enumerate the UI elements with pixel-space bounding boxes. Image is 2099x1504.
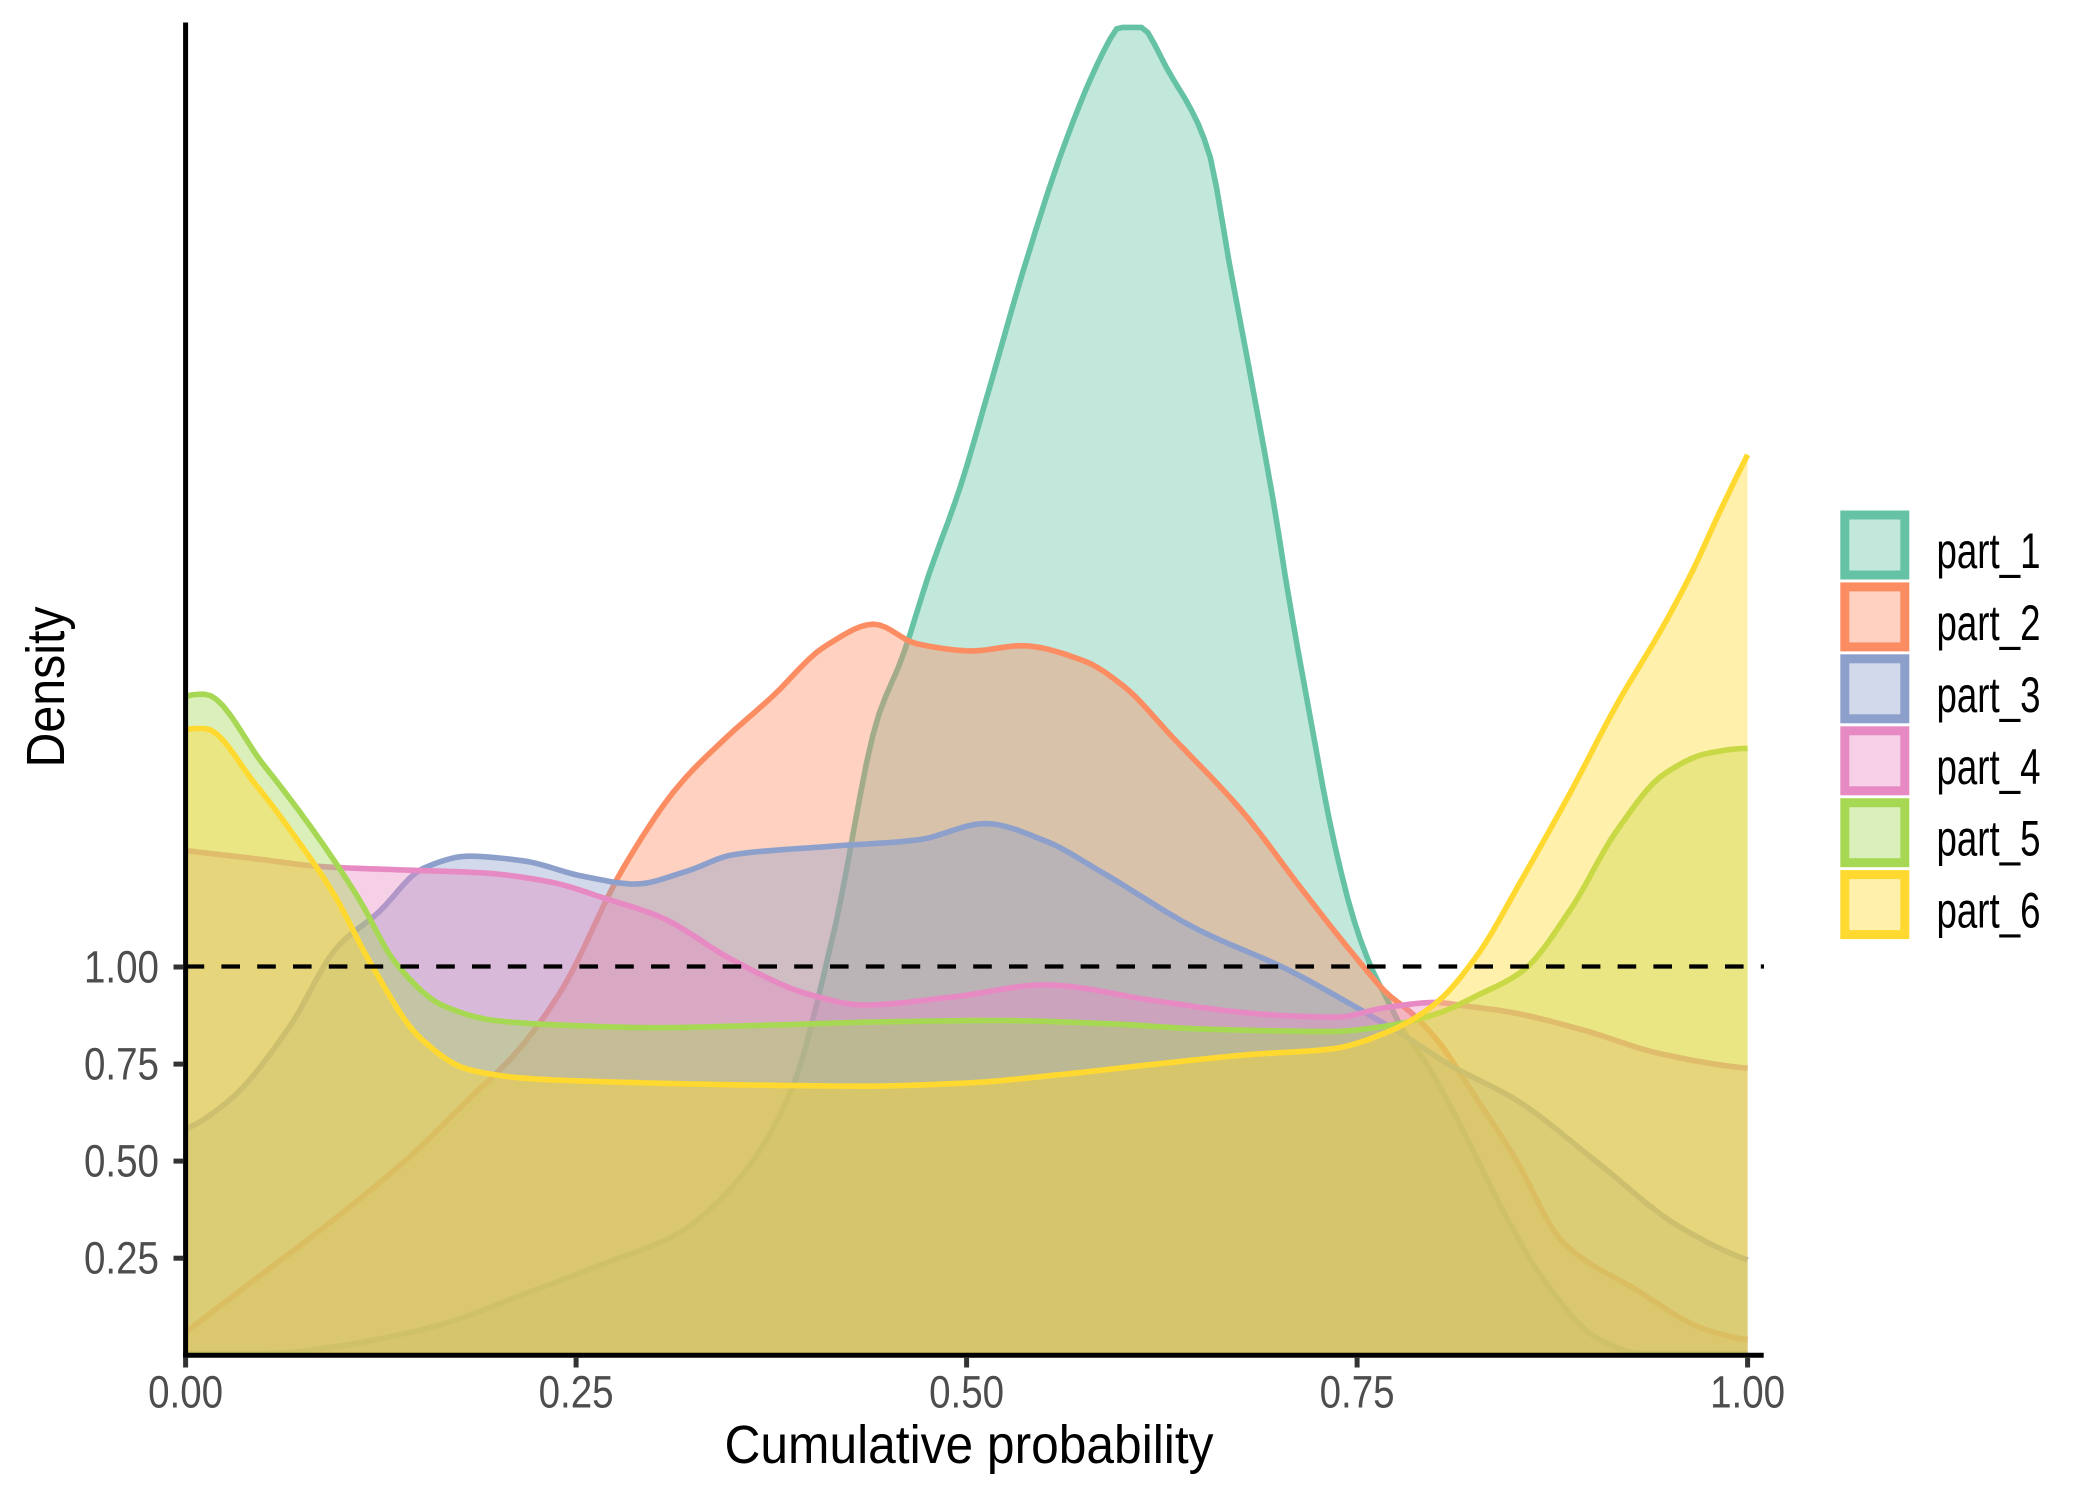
svg-text:0.75: 0.75 xyxy=(84,1039,159,1090)
svg-text:Density: Density xyxy=(16,607,76,768)
svg-text:part_5: part_5 xyxy=(1937,811,2041,867)
svg-text:0.00: 0.00 xyxy=(148,1367,223,1418)
svg-text:part_6: part_6 xyxy=(1937,883,2041,939)
svg-text:1.00: 1.00 xyxy=(84,942,159,993)
svg-text:part_3: part_3 xyxy=(1937,667,2041,723)
svg-text:part_2: part_2 xyxy=(1937,595,2041,651)
svg-text:0.75: 0.75 xyxy=(1320,1367,1395,1418)
svg-text:Cumulative probability: Cumulative probability xyxy=(725,1415,1214,1475)
svg-text:1.00: 1.00 xyxy=(1710,1367,1785,1418)
svg-text:0.50: 0.50 xyxy=(84,1136,159,1187)
svg-text:part_4: part_4 xyxy=(1937,739,2041,795)
svg-text:0.50: 0.50 xyxy=(929,1367,1004,1418)
svg-text:0.25: 0.25 xyxy=(84,1233,159,1284)
svg-text:part_1: part_1 xyxy=(1937,523,2041,579)
svg-text:0.25: 0.25 xyxy=(539,1367,614,1418)
